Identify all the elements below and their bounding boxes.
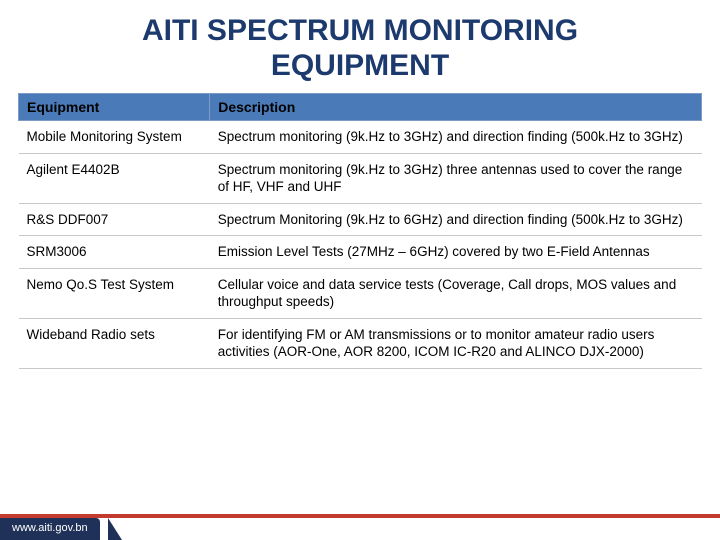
footer-url-bar: www.aiti.gov.bn (0, 518, 100, 540)
table-row: Wideband Radio sets For identifying FM o… (19, 318, 702, 368)
cell-description: Spectrum Monitoring (9k.Hz to 6GHz) and … (210, 203, 702, 236)
table-row: Mobile Monitoring System Spectrum monito… (19, 121, 702, 154)
cell-description: Emission Level Tests (27MHz – 6GHz) cove… (210, 236, 702, 269)
equipment-table-wrap: Equipment Description Mobile Monitoring … (0, 93, 720, 369)
cell-description: For identifying FM or AM transmissions o… (210, 318, 702, 368)
footer-arrow-shape (108, 518, 122, 540)
cell-description: Spectrum monitoring (9k.Hz to 3GHz) and … (210, 121, 702, 154)
cell-equipment: Wideband Radio sets (19, 318, 210, 368)
header-description: Description (210, 94, 702, 121)
table-row: Nemo Qo.S Test System Cellular voice and… (19, 268, 702, 318)
title-line-1: AITI SPECTRUM MONITORING (142, 14, 578, 47)
table-header-row: Equipment Description (19, 94, 702, 121)
title-line-2: EQUIPMENT (271, 49, 449, 82)
cell-equipment: Nemo Qo.S Test System (19, 268, 210, 318)
table-row: SRM3006 Emission Level Tests (27MHz – 6G… (19, 236, 702, 269)
slide-title: AITI SPECTRUM MONITORING EQUIPMENT (0, 0, 720, 93)
footer-url: www.aiti.gov.bn (12, 522, 88, 534)
table-row: Agilent E4402B Spectrum monitoring (9k.H… (19, 153, 702, 203)
slide-footer: www.aiti.gov.bn (0, 514, 720, 540)
cell-description: Cellular voice and data service tests (C… (210, 268, 702, 318)
cell-equipment: Mobile Monitoring System (19, 121, 210, 154)
cell-equipment: SRM3006 (19, 236, 210, 269)
cell-description: Spectrum monitoring (9k.Hz to 3GHz) thre… (210, 153, 702, 203)
cell-equipment: Agilent E4402B (19, 153, 210, 203)
equipment-table: Equipment Description Mobile Monitoring … (18, 93, 702, 369)
cell-equipment: R&S DDF007 (19, 203, 210, 236)
table-row: R&S DDF007 Spectrum Monitoring (9k.Hz to… (19, 203, 702, 236)
header-equipment: Equipment (19, 94, 210, 121)
